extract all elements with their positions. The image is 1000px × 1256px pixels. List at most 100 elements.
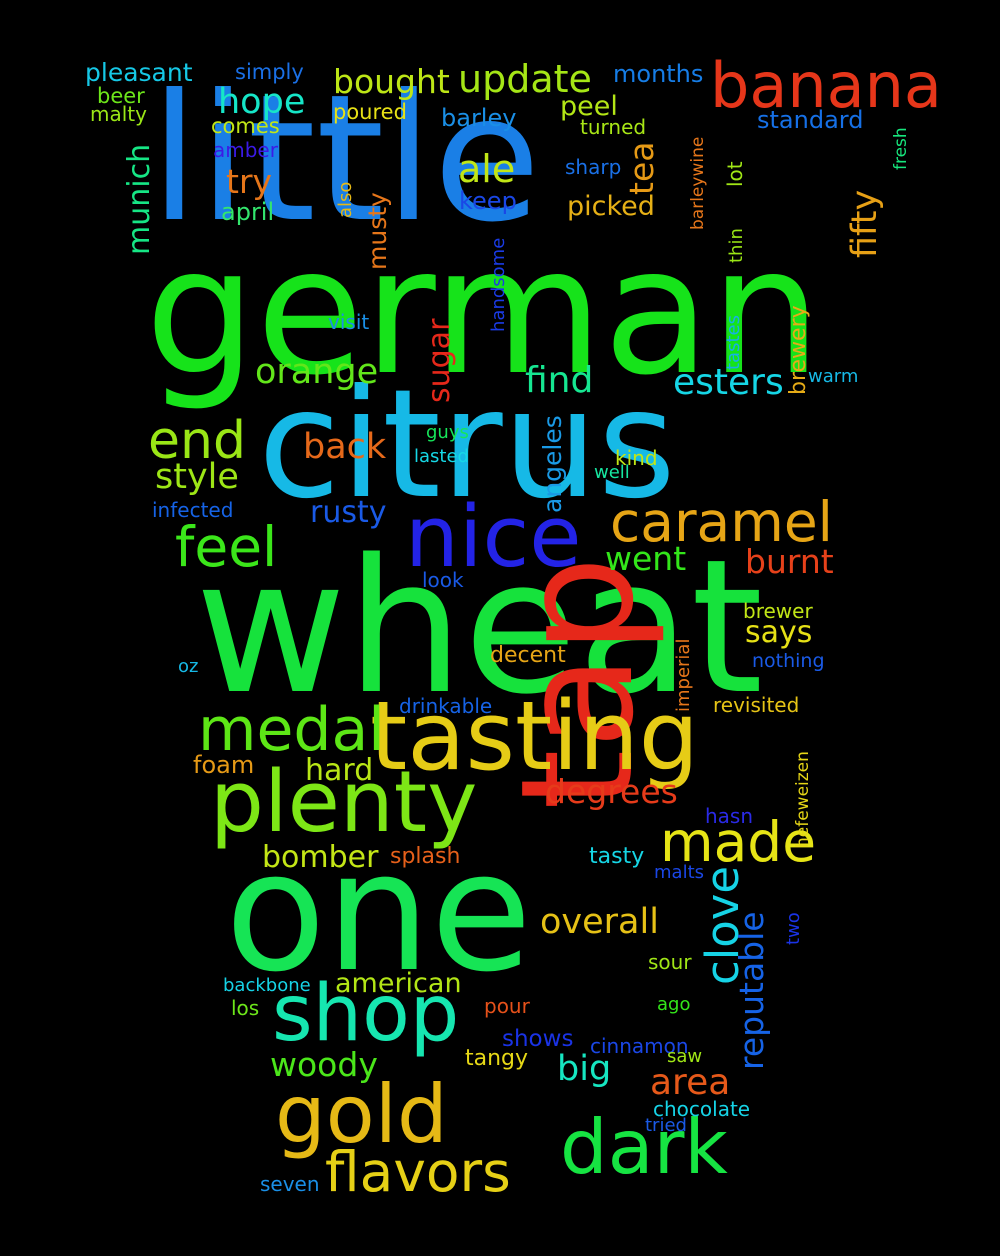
word-picked: picked <box>567 191 655 222</box>
word-tea: tea <box>622 141 661 195</box>
word-style: style <box>155 457 239 497</box>
word-poured: poured <box>333 100 407 124</box>
word-little: little <box>150 58 541 261</box>
word-warm: warm <box>808 366 859 387</box>
word-tastes: tastes <box>723 315 744 370</box>
word-rusty: rusty <box>310 495 387 530</box>
word-german: german <box>145 211 822 414</box>
word-drinkable: drinkable <box>399 694 493 718</box>
word-degrees: degrees <box>545 772 678 811</box>
word-sour: sour <box>648 950 692 974</box>
word-turned: turned <box>580 115 647 139</box>
word-splash: splash <box>390 844 461 869</box>
word-overall: overall <box>540 902 659 942</box>
word-los: los <box>231 996 260 1020</box>
word-lot: lot <box>723 161 747 187</box>
word-bomber: bomber <box>262 840 379 875</box>
word-april: april <box>221 198 275 226</box>
word-months: months <box>613 60 704 88</box>
word-esters: esters <box>673 362 784 403</box>
word-malty: malty <box>90 102 147 126</box>
word-big: big <box>557 1049 612 1089</box>
word-shows: shows <box>502 1026 574 1052</box>
word-musty: musty <box>363 192 392 270</box>
word-caramel: caramel <box>610 490 833 554</box>
word-two: two <box>783 912 804 945</box>
word-hasn: hasn <box>705 804 754 828</box>
word-simply: simply <box>235 60 304 84</box>
word-wheat: wheat <box>195 519 764 735</box>
word-decent: decent <box>490 643 566 668</box>
word-guys: guys <box>426 422 469 443</box>
word-fresh: fresh <box>891 127 911 170</box>
word-shop: shop <box>272 969 460 1059</box>
word-nothing: nothing <box>752 650 825 672</box>
word-woody: woody <box>270 1045 378 1084</box>
word-tangy: tangy <box>465 1046 529 1071</box>
word-update: update <box>458 57 592 101</box>
word-backbone: backbone <box>223 975 311 996</box>
word-fifty: fifty <box>845 189 885 258</box>
word-infected: infected <box>152 498 234 522</box>
word-ale: ale <box>458 147 516 191</box>
word-brewery: brewery <box>786 305 811 395</box>
word-chocolate: chocolate <box>653 1097 751 1121</box>
word-end: end <box>148 411 246 471</box>
word-tasting: tasting <box>370 682 700 792</box>
word-look: look <box>422 568 464 592</box>
word-made: made <box>660 810 817 874</box>
word-ago: ago <box>657 994 691 1015</box>
word-citrus: citrus <box>258 358 676 532</box>
word-hard: hard <box>305 753 374 788</box>
word-nice: nice <box>405 488 582 587</box>
word-tasty: tasty <box>589 844 645 869</box>
word-barleywine: barleywine <box>688 136 708 230</box>
word-amber: amber <box>213 138 278 162</box>
word-munich: munich <box>122 143 157 255</box>
word-foam: foam <box>193 751 255 779</box>
word-lasted: lasted <box>414 446 469 467</box>
word-one: one <box>225 816 533 1008</box>
word-kind: kind <box>615 446 658 470</box>
word-brewer: brewer <box>743 599 813 623</box>
word-keep: keep <box>459 187 517 215</box>
word-medal: medal <box>198 695 385 765</box>
word-seven: seven <box>260 1172 320 1196</box>
word-saw: saw <box>667 1046 703 1067</box>
word-dark: dark <box>560 1103 728 1191</box>
word-went: went <box>605 539 687 578</box>
word-banana: banana <box>710 49 942 122</box>
word-also: also <box>335 181 356 218</box>
word-cinnamon: cinnamon <box>590 1034 689 1058</box>
word-thin: thin <box>726 228 747 263</box>
word-burnt: burnt <box>745 542 834 581</box>
word-oz: oz <box>178 656 199 677</box>
word-american: american <box>335 968 462 999</box>
word-malts: malts <box>654 862 705 883</box>
word-barley: barley <box>441 104 517 132</box>
word-beer: beer <box>97 84 145 108</box>
word-area: area <box>650 1062 731 1103</box>
word-bought: bought <box>333 62 450 101</box>
word-revisited: revisited <box>713 693 800 717</box>
word-handsome: handsome <box>488 237 509 332</box>
word-imperial: imperial <box>673 638 694 712</box>
word-tried: tried <box>645 1115 687 1136</box>
word-comes: comes <box>211 114 280 138</box>
word-flavors: flavors <box>325 1140 511 1204</box>
word-gold: gold <box>275 1068 448 1161</box>
word-sugar: sugar <box>422 318 457 403</box>
word-says: says <box>745 615 813 650</box>
word-well: well <box>594 462 630 483</box>
word-back: back <box>303 427 387 467</box>
word-hefeweizen: hefeweizen <box>793 751 813 848</box>
word-try: try <box>226 162 273 201</box>
word-feel: feel <box>175 515 278 579</box>
word-hope: hope <box>218 82 306 122</box>
word-orange: orange <box>255 352 379 392</box>
word-pleasant: pleasant <box>85 58 193 87</box>
word-find: find <box>525 360 594 401</box>
word-plenty: plenty <box>210 753 478 852</box>
word-visit: visit <box>328 310 370 334</box>
